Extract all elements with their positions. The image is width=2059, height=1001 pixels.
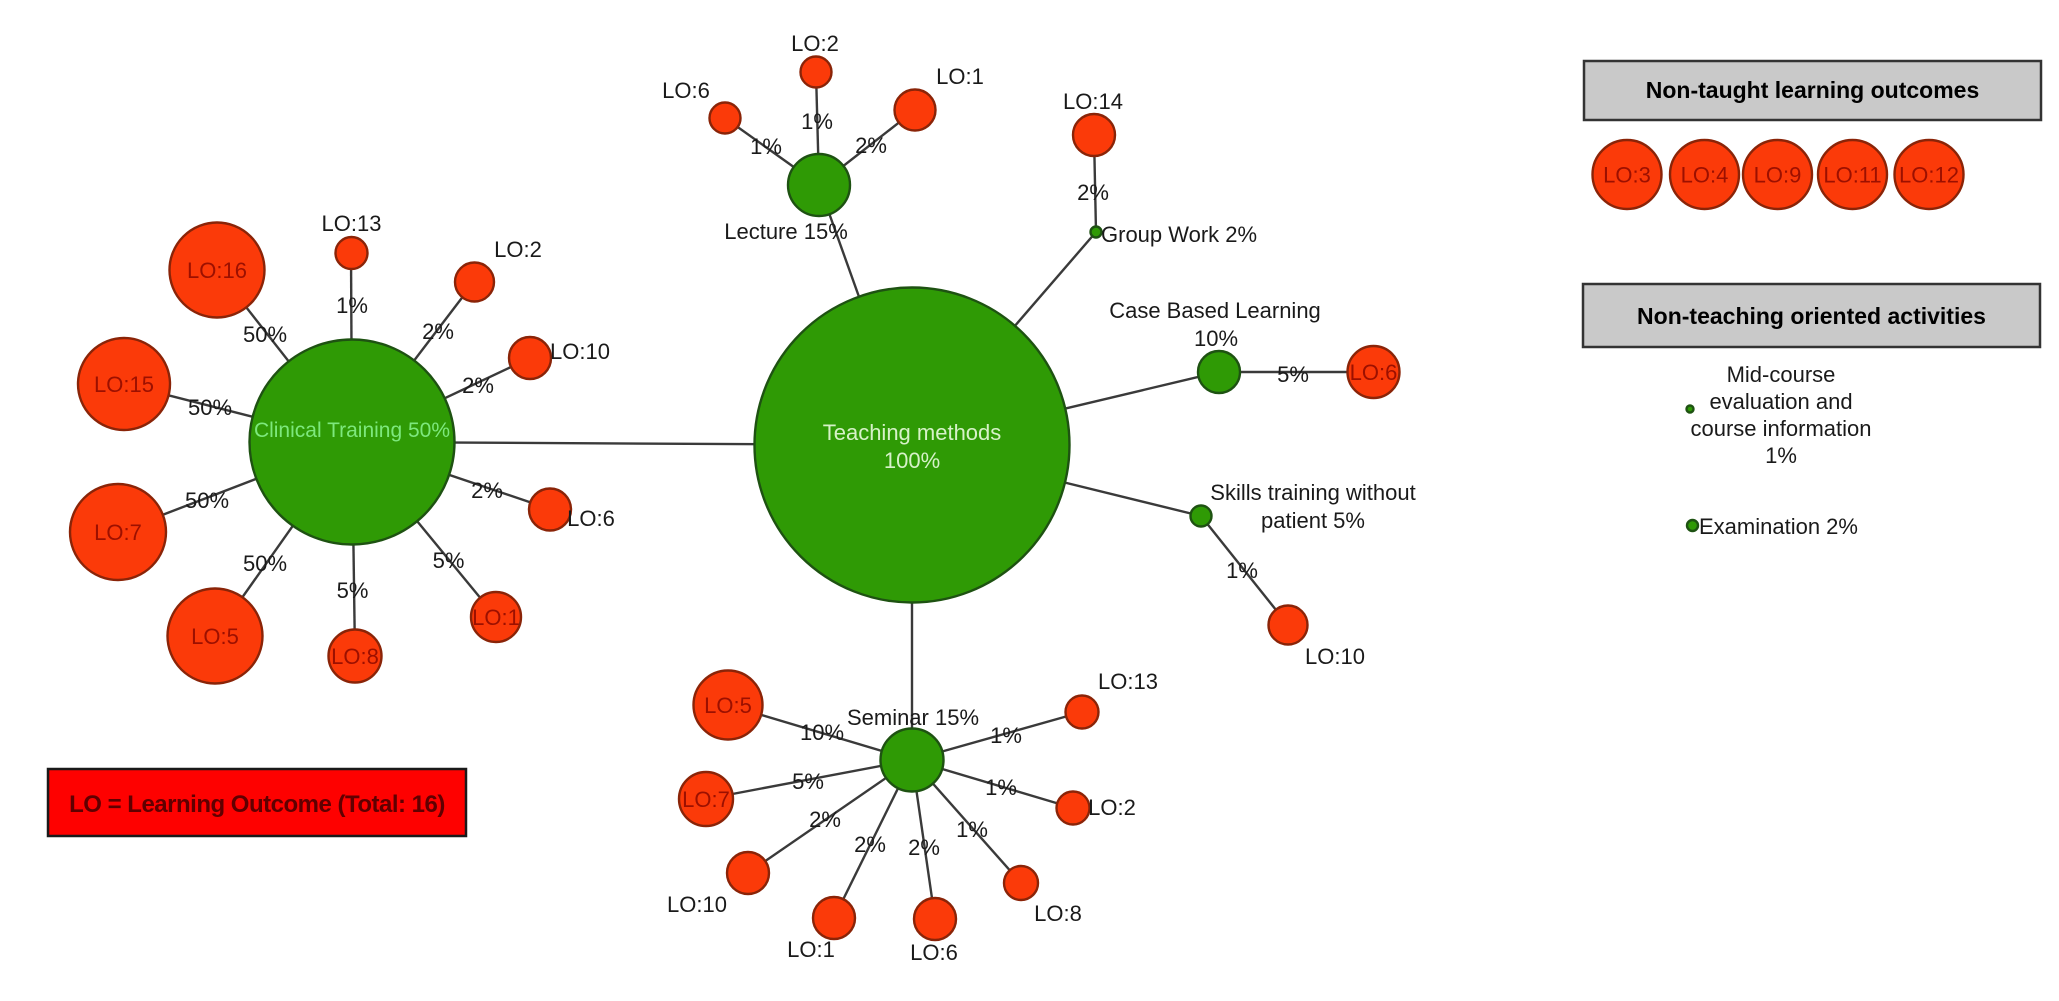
svg-text:5%: 5% (1277, 362, 1309, 387)
svg-text:1%: 1% (990, 723, 1022, 748)
svg-text:LO:3: LO:3 (1603, 163, 1651, 188)
svg-text:LO:2: LO:2 (1088, 795, 1136, 820)
svg-text:LO:16: LO:16 (187, 258, 247, 283)
svg-text:Skills training without: Skills training without (1210, 480, 1415, 505)
svg-text:2%: 2% (462, 373, 494, 398)
svg-text:2%: 2% (809, 807, 841, 832)
svg-text:2%: 2% (1077, 180, 1109, 205)
svg-text:50%: 50% (185, 488, 229, 513)
svg-text:LO:8: LO:8 (331, 644, 379, 669)
svg-text:Lecture 15%: Lecture 15% (724, 219, 848, 244)
svg-text:1%: 1% (801, 109, 833, 134)
svg-text:5%: 5% (433, 548, 465, 573)
svg-text:LO:2: LO:2 (791, 31, 839, 56)
svg-text:LO:5: LO:5 (191, 624, 239, 649)
svg-text:LO:1: LO:1 (472, 605, 520, 630)
svg-text:LO:10: LO:10 (550, 339, 610, 364)
svg-text:LO:5: LO:5 (704, 693, 752, 718)
svg-text:1%: 1% (1765, 443, 1797, 468)
svg-text:LO:6: LO:6 (910, 940, 958, 965)
svg-text:Examination 2%: Examination 2% (1699, 514, 1858, 539)
svg-text:LO:12: LO:12 (1899, 163, 1959, 188)
svg-text:50%: 50% (188, 395, 232, 420)
svg-text:LO:8: LO:8 (1034, 901, 1082, 926)
svg-text:LO:10: LO:10 (667, 892, 727, 917)
svg-text:2%: 2% (854, 832, 886, 857)
svg-text:Teaching methods: Teaching methods (823, 420, 1002, 445)
svg-text:2%: 2% (855, 133, 887, 158)
svg-text:2%: 2% (908, 835, 940, 860)
svg-text:evaluation and: evaluation and (1709, 389, 1852, 414)
svg-text:2%: 2% (471, 478, 503, 503)
svg-text:5%: 5% (792, 769, 824, 794)
svg-text:Non-teaching oriented activiti: Non-teaching oriented activities (1637, 303, 1986, 329)
svg-text:1%: 1% (1226, 558, 1258, 583)
svg-text:LO:15: LO:15 (94, 372, 154, 397)
svg-text:10%: 10% (800, 720, 844, 745)
svg-text:LO:1: LO:1 (936, 64, 984, 89)
svg-text:50%: 50% (243, 551, 287, 576)
svg-text:LO:6: LO:6 (662, 78, 710, 103)
svg-text:Seminar 15%: Seminar 15% (847, 705, 979, 730)
svg-text:50%: 50% (243, 322, 287, 347)
svg-text:Group Work 2%: Group Work 2% (1101, 222, 1257, 247)
svg-text:1%: 1% (336, 293, 368, 318)
svg-text:1%: 1% (750, 134, 782, 159)
svg-text:LO:13: LO:13 (1098, 669, 1158, 694)
svg-text:LO:14: LO:14 (1063, 89, 1123, 114)
svg-text:patient 5%: patient 5% (1261, 508, 1365, 533)
svg-text:Mid-course: Mid-course (1727, 362, 1836, 387)
svg-text:Clinical Training 50%: Clinical Training 50% (254, 419, 450, 442)
svg-text:LO:10: LO:10 (1305, 644, 1365, 669)
svg-text:course information: course information (1691, 416, 1872, 441)
svg-text:LO:13: LO:13 (322, 211, 382, 236)
svg-text:Non-taught learning outcomes: Non-taught learning outcomes (1646, 77, 1980, 103)
svg-text:LO:7: LO:7 (682, 787, 730, 812)
svg-text:LO:9: LO:9 (1754, 163, 1802, 188)
svg-text:5%: 5% (337, 578, 369, 603)
svg-text:LO = Learning Outcome (Total:: LO = Learning Outcome (Total: 16) (69, 791, 445, 818)
svg-text:LO:2: LO:2 (494, 237, 542, 262)
svg-text:LO:7: LO:7 (94, 520, 142, 545)
svg-text:LO:4: LO:4 (1681, 163, 1729, 188)
svg-text:10%: 10% (1194, 326, 1238, 351)
svg-text:1%: 1% (985, 775, 1017, 800)
svg-text:LO:6: LO:6 (1350, 360, 1398, 385)
svg-text:1%: 1% (956, 817, 988, 842)
svg-text:2%: 2% (422, 319, 454, 344)
svg-text:LO:6: LO:6 (567, 506, 615, 531)
svg-text:LO:11: LO:11 (1823, 163, 1881, 188)
svg-text:100%: 100% (884, 448, 940, 473)
svg-text:LO:1: LO:1 (787, 937, 835, 962)
svg-text:Case Based Learning: Case Based Learning (1109, 298, 1321, 323)
